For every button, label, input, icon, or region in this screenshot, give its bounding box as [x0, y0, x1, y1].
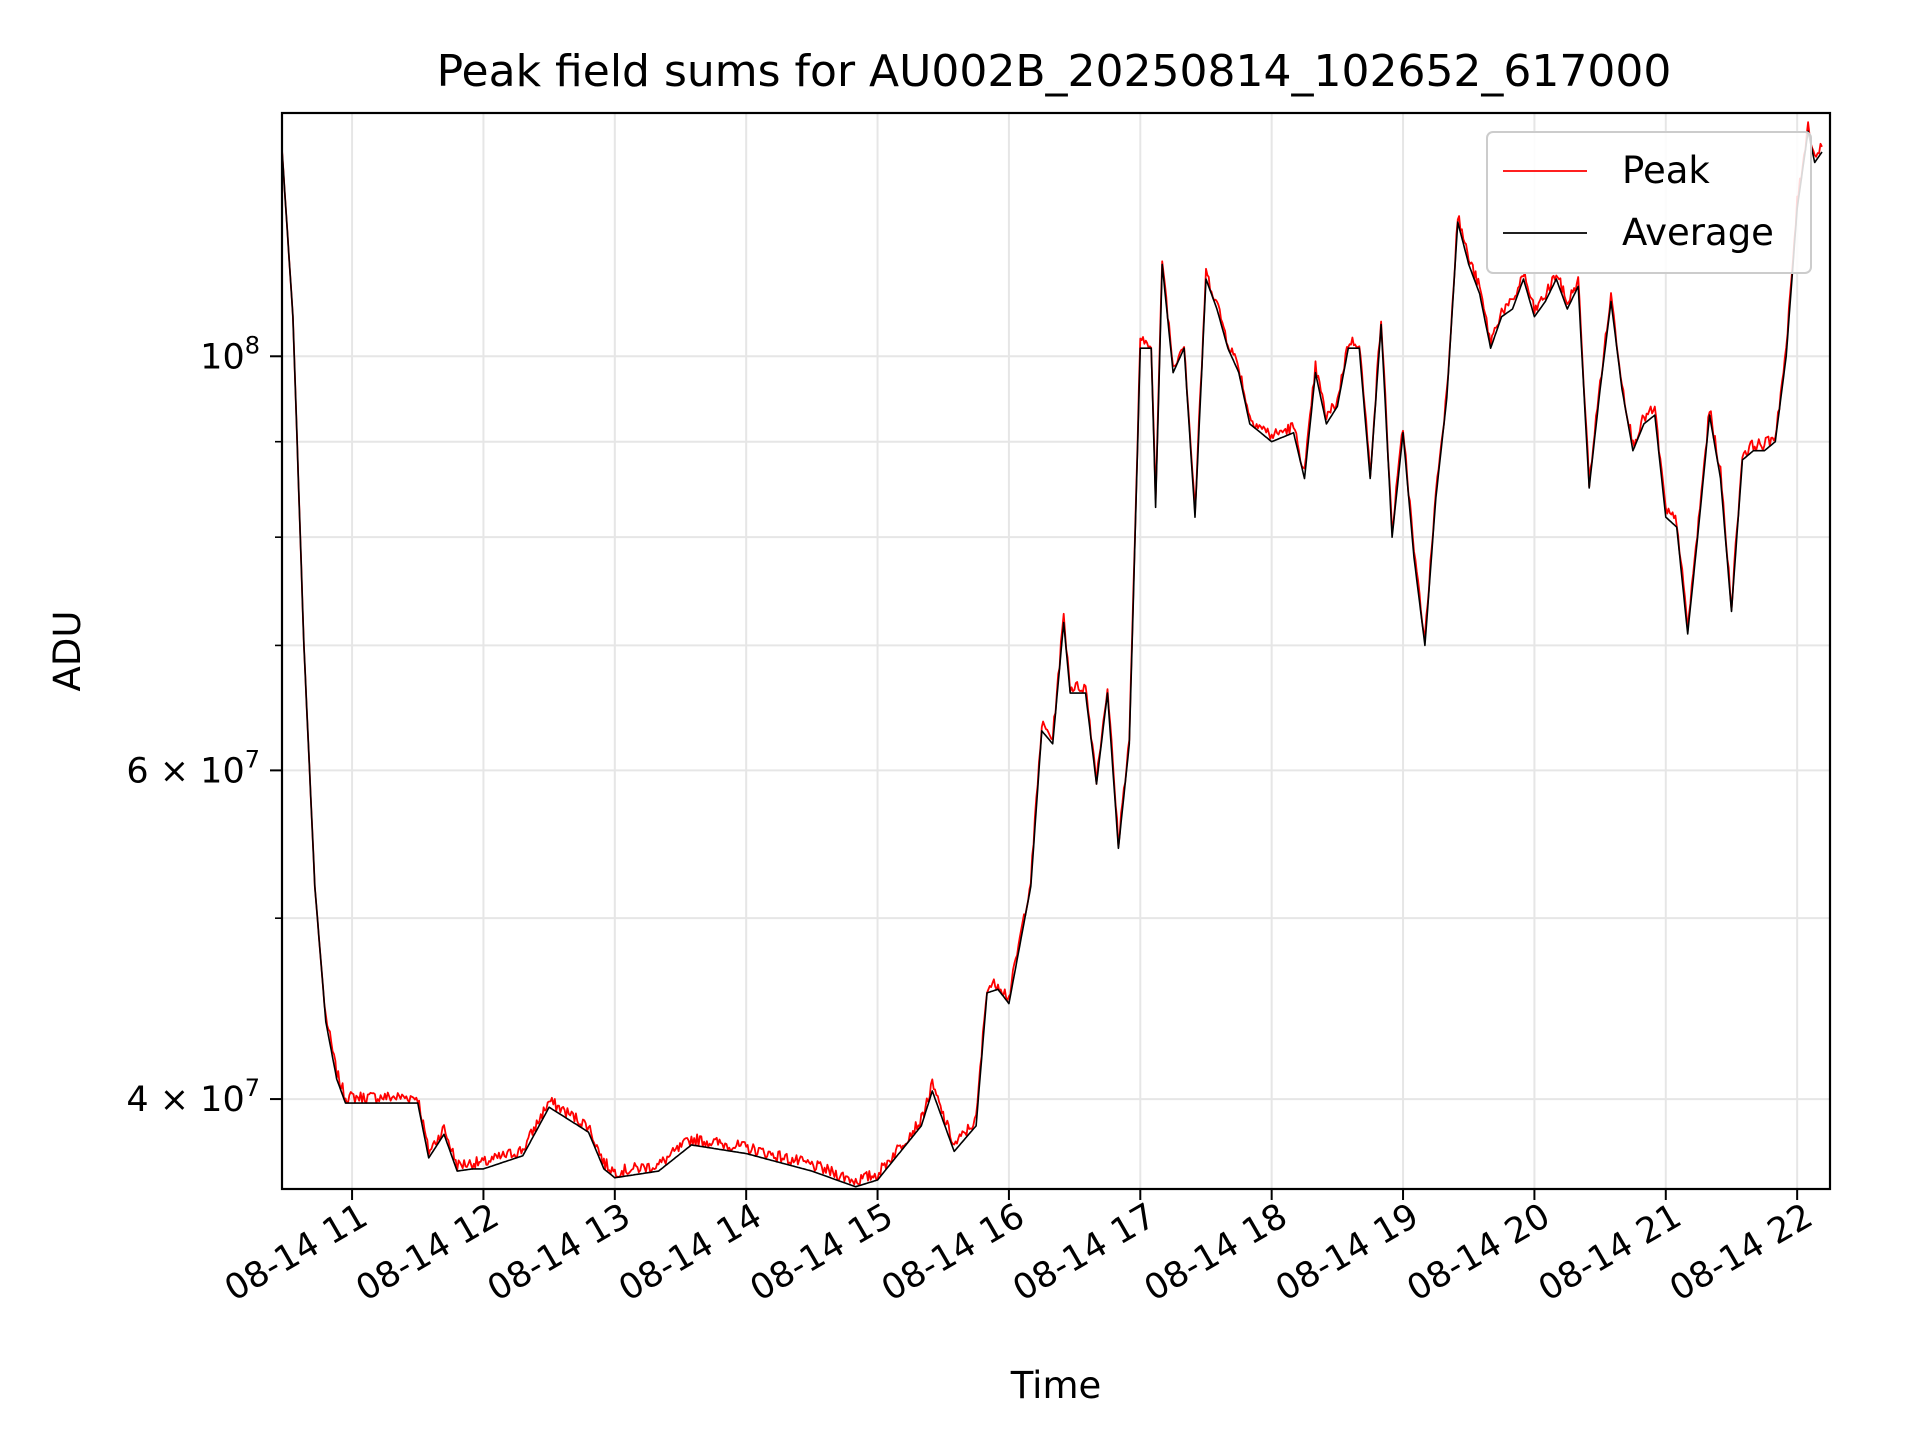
legend: Peak Average: [1486, 131, 1812, 274]
legend-label-average: Average: [1622, 211, 1774, 254]
y-tick-label: 108: [200, 331, 260, 377]
y-tick-label: 6 × 107: [126, 745, 260, 791]
chart-title: Peak field sums for AU002B_20250814_1026…: [437, 46, 1672, 97]
y-axis-title: ADU: [46, 611, 89, 692]
y-axis-ticks: 4 × 107 6 × 107 108: [126, 331, 282, 1120]
plot-frame: [280, 111, 1832, 1191]
x-axis-title: Time: [1010, 1364, 1102, 1407]
legend-label-peak: Peak: [1622, 149, 1710, 192]
series-layer: [282, 121, 1823, 1188]
series-line-average: [282, 130, 1823, 1188]
grid-lines: [282, 113, 1830, 1189]
y-tick-label: 4 × 107: [126, 1074, 260, 1120]
legend-box: [1486, 131, 1812, 274]
